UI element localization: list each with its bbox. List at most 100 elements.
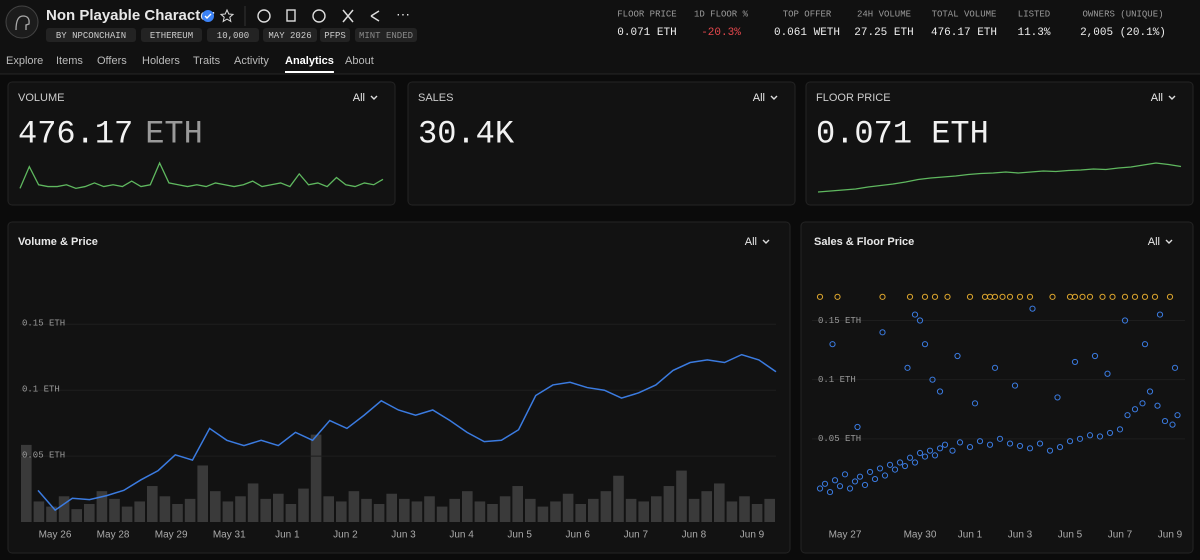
filter-dropdown[interactable]: All	[353, 92, 365, 104]
scatter-point	[871, 475, 879, 483]
scatter-point	[916, 449, 924, 457]
scatter-point	[906, 454, 914, 461]
filter-dropdown[interactable]: All	[1151, 92, 1163, 104]
volume-bar	[84, 504, 95, 522]
volume-bar	[323, 496, 334, 522]
scatter-point	[936, 445, 944, 452]
stat-value: 11.3%	[1017, 27, 1050, 39]
filter-dropdown[interactable]: All	[745, 236, 757, 248]
scatter-point	[1106, 429, 1114, 437]
volume-bar	[336, 501, 347, 522]
x-tick-label: Jun 6	[566, 530, 591, 541]
scatter-point	[1104, 370, 1111, 377]
volume-bar	[751, 504, 763, 522]
tab[interactable]: About	[345, 55, 374, 67]
scatter-point	[1016, 293, 1024, 300]
volume-bar	[449, 498, 460, 522]
y-tick-label: 0.05 ETH	[22, 450, 65, 460]
badge	[320, 28, 350, 42]
scatter-point	[926, 447, 934, 454]
sparkline	[817, 162, 1182, 193]
globe-icon[interactable]	[312, 9, 326, 23]
scatter-point	[816, 485, 824, 492]
scatter-point	[1141, 341, 1149, 348]
volume-bar	[361, 498, 372, 522]
more-icon[interactable]: ···	[396, 6, 410, 22]
stat-label: 1D FLOOR %	[694, 9, 749, 19]
volume-bar	[348, 491, 360, 522]
volume-bar	[210, 491, 221, 522]
filter-dropdown[interactable]: All	[1148, 236, 1160, 248]
badge-label: 10,000	[217, 31, 249, 41]
volume-bar	[109, 498, 120, 522]
scatter-point	[856, 473, 864, 480]
scatter-point	[916, 317, 924, 324]
stat-value: 0.061 WETH	[774, 27, 840, 39]
x-icon[interactable]	[342, 9, 354, 23]
avatar[interactable]	[5, 5, 39, 39]
tab[interactable]: Items	[56, 55, 83, 67]
copy-icon[interactable]	[286, 9, 296, 22]
volume-bar	[273, 493, 284, 522]
share-icon[interactable]	[370, 10, 380, 22]
tab[interactable]: Traits	[193, 55, 221, 67]
volume-bar	[21, 444, 32, 522]
volume-bar	[285, 504, 297, 522]
scatter-point	[1091, 352, 1099, 360]
tab[interactable]: Holders	[142, 55, 180, 67]
volume-bar	[499, 496, 511, 522]
scatter-point	[1006, 293, 1014, 300]
scatter-point	[911, 311, 919, 318]
scatter-point	[831, 477, 839, 484]
tab[interactable]: Offers	[97, 55, 127, 67]
badge-label: MAY 2026	[268, 31, 311, 41]
tab[interactable]: Explore	[6, 55, 43, 67]
volume-bar	[386, 493, 397, 522]
volume-bar	[222, 501, 234, 522]
scatter-point	[901, 462, 909, 470]
sparkline	[19, 161, 384, 190]
scatter-point	[1154, 402, 1161, 409]
panel	[407, 81, 796, 206]
scatter-point	[1026, 293, 1034, 300]
volume-bar	[134, 501, 145, 522]
x-tick-label: Jun 1	[275, 530, 300, 541]
star-icon[interactable]	[219, 8, 235, 23]
stat-value: 0.071 ETH	[617, 27, 676, 39]
volume-bar	[71, 509, 82, 522]
panel	[800, 221, 1194, 554]
scatter-point	[1016, 442, 1024, 450]
volume-bar	[638, 501, 649, 522]
scatter-point	[1099, 293, 1106, 300]
avatar-face	[15, 15, 30, 31]
scatter-point	[921, 293, 929, 300]
volume-bar	[575, 504, 586, 522]
tab[interactable]: Analytics	[285, 55, 334, 67]
volume-bar	[159, 496, 171, 522]
volume-bar	[651, 496, 662, 522]
y-tick-label: 0.1 ETH	[22, 385, 60, 395]
y-tick-label: 0.1 ETH	[818, 375, 856, 385]
x-tick-label: May 31	[213, 530, 246, 541]
y-tick-label: 0.15 ETH	[818, 316, 861, 326]
scatter-point	[879, 293, 886, 300]
filter-dropdown[interactable]: All	[753, 92, 765, 104]
volume-bar	[512, 486, 523, 522]
scatter-point	[891, 466, 899, 473]
stat-value: 2,005 (20.1%)	[1080, 27, 1166, 39]
info-icon[interactable]	[257, 9, 271, 23]
volume-bar	[462, 491, 473, 522]
scatter-point	[996, 435, 1004, 442]
scatter-point	[829, 341, 836, 348]
volume-bar	[184, 498, 196, 522]
y-tick-label: 0.15 ETH	[22, 319, 65, 329]
card-label: SALES	[418, 92, 453, 104]
volume-bar	[96, 491, 108, 522]
scatter-point	[854, 423, 861, 431]
scatter-point	[1121, 317, 1129, 324]
scatter-point	[944, 293, 951, 300]
volume-bar	[373, 504, 385, 522]
scatter-point	[861, 481, 869, 489]
badge	[207, 28, 259, 42]
tab[interactable]: Activity	[234, 55, 269, 67]
